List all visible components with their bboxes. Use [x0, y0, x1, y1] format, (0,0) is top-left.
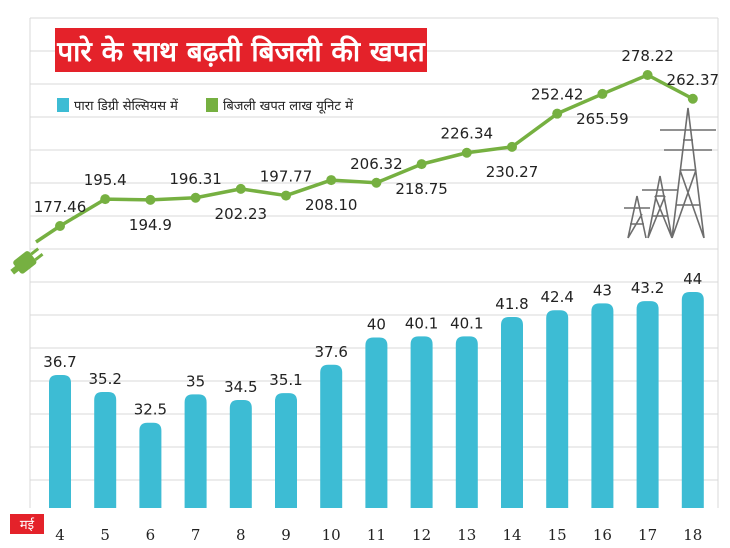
bar: [591, 303, 614, 508]
bar-value-label: 40: [367, 315, 386, 333]
chart-title: पारे के साथ बढ़ती बिजली की खपत: [56, 35, 425, 68]
line-point: [235, 183, 246, 194]
line-point: [100, 194, 111, 205]
line-point: [687, 93, 698, 104]
line-value-label: 208.10: [305, 196, 358, 214]
line-value-label: 195.4: [84, 171, 127, 189]
bar-series: [49, 292, 704, 508]
line-point: [552, 108, 563, 119]
x-tick-label: 7: [191, 526, 201, 544]
legend-bar-label: पारा डिग्री सेल्सियस में: [74, 98, 178, 114]
legend-line-swatch: [206, 98, 218, 112]
x-tick-label: 10: [322, 526, 341, 544]
x-tick-label: 13: [457, 526, 476, 544]
legend-bar-swatch: [57, 98, 69, 112]
legend-line-label: बिजली खपत लाख यूनिट में: [223, 98, 353, 114]
bar-value-label: 41.8: [495, 295, 528, 313]
line-point: [507, 141, 517, 152]
x-tick-label: 16: [593, 526, 612, 544]
line-value-label: 196.31: [169, 170, 222, 188]
line-point: [597, 88, 608, 99]
line-value-label: 218.75: [395, 180, 448, 198]
bar: [49, 374, 71, 508]
bar: [365, 337, 388, 508]
x-tick-label: 18: [683, 526, 702, 544]
bar-value-label: 43.2: [631, 279, 664, 297]
bar: [410, 336, 433, 508]
line-point: [145, 194, 156, 205]
line-value-label: 278.22: [621, 47, 674, 65]
bar-value-label: 40.1: [450, 314, 483, 332]
line-series: [35, 70, 698, 244]
x-tick-label: 14: [502, 526, 521, 544]
bar-value-label: 35: [186, 372, 205, 390]
line-value-label: 262.37: [667, 71, 720, 89]
line-value-label: 206.32: [350, 155, 403, 173]
line-point: [190, 192, 201, 203]
bar-value-label: 34.5: [224, 378, 257, 396]
x-axis-unit-label: मई: [20, 517, 35, 533]
line-point: [642, 70, 653, 80]
line-value-label: 230.27: [486, 163, 539, 181]
bar-value-label: 32.5: [134, 401, 167, 419]
transmission-tower-icon: [624, 107, 716, 239]
line-value-label: 194.9: [129, 216, 172, 234]
bar-value-label: 37.6: [314, 343, 347, 361]
bar: [681, 292, 704, 508]
line-value-label: 197.77: [260, 168, 313, 186]
line-value-label: 177.46: [34, 198, 87, 216]
bar-value-label: 35.1: [269, 371, 302, 389]
bar: [94, 392, 117, 508]
bar: [320, 364, 343, 508]
title-background: [55, 28, 427, 72]
plug-icon: [10, 247, 44, 275]
x-tick-label: 5: [100, 526, 110, 544]
line-value-label: 252.42: [531, 86, 584, 104]
x-tick-label: 4: [55, 526, 65, 544]
line-point: [281, 190, 291, 201]
line-value-label: 202.23: [215, 205, 268, 223]
line-point: [371, 177, 382, 188]
x-axis-ticks: 4 5 6 7 8 9 10 11 12 13 14 15 16 17 18: [55, 526, 702, 544]
bar: [139, 422, 162, 508]
bar-value-label: 35.2: [88, 370, 121, 388]
bar: [546, 310, 569, 508]
line-point: [416, 159, 427, 170]
bar-value-label: 43: [593, 281, 612, 299]
bar-labels: 36.7 35.2 32.5 35 34.5 35.1 37.6 40 40.1 40.1 41.8…: [43, 270, 702, 419]
line-point: [461, 147, 472, 158]
x-tick-label: 15: [548, 526, 567, 544]
line-value-label: 265.59: [576, 110, 629, 128]
bar-value-label: 42.4: [540, 288, 573, 306]
bar: [184, 394, 207, 508]
bar-value-label: 40.1: [405, 314, 438, 332]
line-value-label: 226.34: [441, 125, 494, 143]
line-point: [326, 175, 337, 186]
bar: [275, 393, 297, 508]
bar: [636, 301, 659, 508]
x-tick-label: 11: [367, 526, 386, 544]
bar: [501, 317, 523, 508]
line-labels: 177.46 195.4 194.9 196.31 202.23 197.77 208.10…: [34, 47, 719, 234]
bar: [229, 400, 252, 508]
bar-value-label: 36.7: [43, 353, 76, 371]
x-tick-label: 9: [281, 526, 291, 544]
line-point: [55, 221, 65, 231]
x-tick-label: 17: [638, 526, 657, 544]
bar-value-label: 44: [683, 270, 702, 288]
x-tick-label: 12: [412, 526, 431, 544]
bar: [455, 336, 478, 508]
x-tick-label: 6: [146, 526, 156, 544]
x-tick-label: 8: [236, 526, 246, 544]
x-axis-unit-badge: [10, 514, 44, 534]
